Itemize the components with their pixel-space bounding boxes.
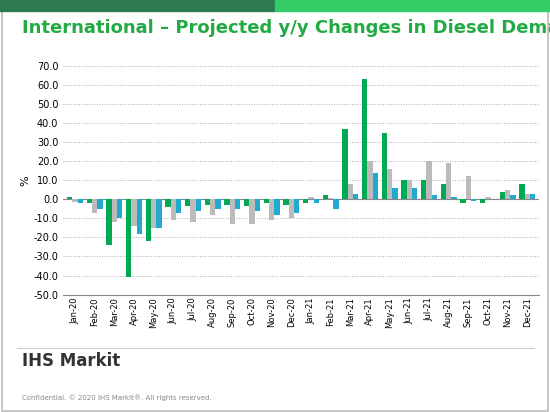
Bar xyxy=(294,199,299,213)
Bar xyxy=(126,199,131,277)
Bar xyxy=(402,180,406,199)
Bar xyxy=(525,194,530,199)
Bar xyxy=(215,199,221,209)
Bar xyxy=(97,199,103,209)
Bar xyxy=(328,198,333,199)
Bar xyxy=(406,180,412,199)
Bar xyxy=(112,199,117,222)
Bar xyxy=(210,199,215,215)
Bar xyxy=(131,199,137,226)
Bar xyxy=(382,133,387,199)
Text: International – Projected y/y Changes in Diesel Demand: International – Projected y/y Changes in… xyxy=(22,19,550,37)
Y-axis label: %: % xyxy=(20,175,31,185)
Bar xyxy=(170,199,176,220)
Bar xyxy=(421,180,426,199)
Bar xyxy=(426,161,432,199)
Bar xyxy=(362,79,367,199)
Bar xyxy=(480,199,485,203)
Bar xyxy=(190,199,196,222)
Bar xyxy=(244,199,249,206)
Bar xyxy=(269,199,274,220)
Bar xyxy=(510,196,515,199)
Bar xyxy=(235,199,240,209)
Bar xyxy=(303,199,309,203)
Bar xyxy=(67,197,73,199)
Text: Confidential. © 2020 IHS Markit®. All rights reserved.: Confidential. © 2020 IHS Markit®. All ri… xyxy=(22,395,212,401)
Bar xyxy=(205,199,210,205)
Bar xyxy=(432,196,437,199)
Bar xyxy=(73,199,78,202)
Bar xyxy=(289,199,294,218)
Bar xyxy=(117,199,122,218)
Bar xyxy=(166,199,170,207)
Bar xyxy=(446,163,451,199)
Bar xyxy=(185,199,190,206)
Bar xyxy=(471,199,476,201)
Bar xyxy=(323,196,328,199)
Bar xyxy=(230,199,235,224)
Bar xyxy=(342,129,348,199)
Legend: OECD Europe, North America, Latin America Majors: OECD Europe, North America, Latin Americ… xyxy=(130,410,472,412)
Bar xyxy=(196,199,201,211)
Bar xyxy=(255,199,260,211)
Bar xyxy=(151,199,156,228)
Bar xyxy=(283,199,289,205)
Bar xyxy=(367,161,372,199)
Bar xyxy=(387,169,392,199)
Bar xyxy=(137,199,142,234)
Bar xyxy=(156,199,162,228)
Bar xyxy=(441,184,446,199)
Bar xyxy=(224,199,230,205)
Bar xyxy=(263,199,269,203)
Bar xyxy=(146,199,151,241)
Bar xyxy=(451,197,456,199)
Bar xyxy=(460,199,465,203)
Bar xyxy=(499,192,505,199)
Bar xyxy=(309,197,313,199)
Bar xyxy=(412,188,417,199)
Bar xyxy=(314,199,319,203)
Bar xyxy=(333,199,339,209)
Bar xyxy=(530,194,535,199)
Bar xyxy=(465,176,471,199)
Bar xyxy=(92,199,97,213)
Bar xyxy=(353,194,358,199)
Bar xyxy=(348,184,353,199)
Bar xyxy=(176,199,182,213)
Bar xyxy=(485,197,491,199)
Bar xyxy=(372,173,378,199)
Bar xyxy=(274,199,279,215)
Bar xyxy=(87,199,92,203)
Bar xyxy=(392,188,398,199)
Text: IHS Markit: IHS Markit xyxy=(22,352,120,370)
Bar xyxy=(106,199,112,245)
Bar xyxy=(519,184,525,199)
Bar xyxy=(78,199,83,203)
Bar xyxy=(505,190,510,199)
Bar xyxy=(249,199,255,224)
